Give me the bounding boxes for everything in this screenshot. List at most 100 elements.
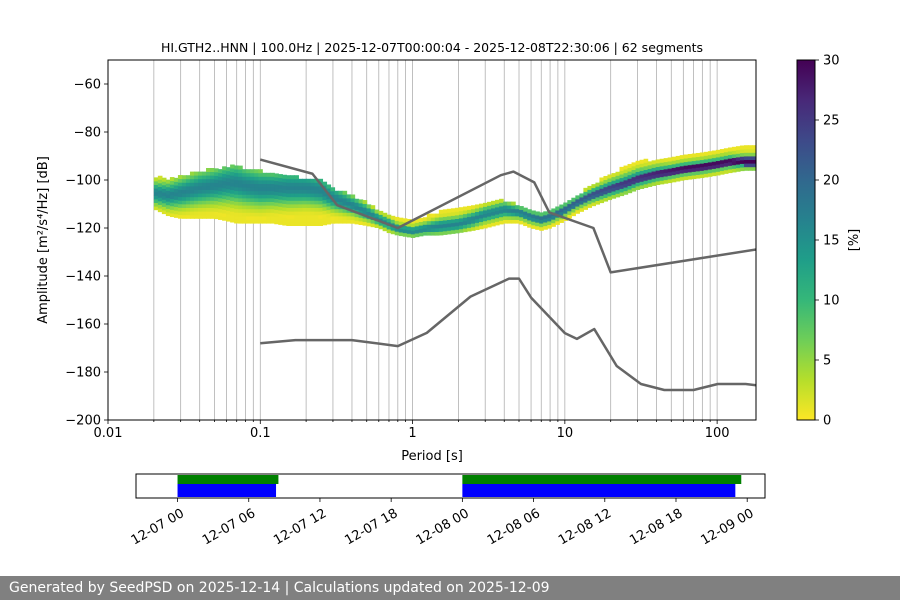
psd-cell <box>274 191 279 196</box>
psd-cell <box>330 190 336 195</box>
psd-cell <box>246 219 251 224</box>
psd-cell <box>499 213 504 218</box>
psd-cell <box>491 204 496 209</box>
psd-cell <box>739 156 745 161</box>
psd-cell <box>246 176 251 181</box>
psd-cell <box>165 186 171 191</box>
psd-cell <box>306 218 311 223</box>
psd-cell <box>274 198 279 203</box>
psd-cell <box>651 181 657 186</box>
gaps-green-segment <box>462 475 742 484</box>
psd-cell <box>246 187 251 192</box>
psd-cell <box>226 210 231 215</box>
psd-cell <box>483 213 488 218</box>
psd-cell <box>250 194 255 199</box>
psd-cell <box>274 180 279 185</box>
psd-cell <box>751 152 756 157</box>
psd-cell <box>181 207 187 212</box>
psd-cell <box>515 216 520 220</box>
psd-cell <box>181 182 187 187</box>
psd-cell <box>278 217 283 222</box>
psd-cell <box>719 159 725 164</box>
psd-cell <box>302 211 307 216</box>
psd-cell <box>290 207 295 212</box>
psd-cell <box>663 168 669 173</box>
psd-cell <box>274 220 279 225</box>
psd-cell <box>266 198 271 202</box>
psd-cell <box>679 158 685 163</box>
psd-cell <box>334 198 340 202</box>
psd-cell <box>422 228 428 232</box>
psd-cell <box>711 164 717 169</box>
psd-cell <box>575 195 580 200</box>
psd-cell <box>374 213 380 218</box>
psd-cell <box>198 193 203 198</box>
psd-cell <box>234 208 239 213</box>
psd-cell <box>306 178 311 183</box>
psd-cell <box>334 216 340 220</box>
psd-cell <box>322 181 328 186</box>
psd-cell <box>695 163 701 168</box>
psd-cell <box>739 149 745 154</box>
psd-cell <box>687 157 693 162</box>
psd-cell <box>619 166 625 171</box>
psd-cell <box>246 201 251 206</box>
psd-cell <box>157 190 163 195</box>
psd-cell <box>394 224 400 229</box>
psd-cell <box>169 191 175 196</box>
psd-cell <box>483 217 488 222</box>
psd-cell <box>234 212 239 217</box>
psd-cell <box>579 204 584 209</box>
psd-cell <box>374 223 380 228</box>
psd-cell <box>262 180 267 184</box>
psd-cell <box>559 218 564 223</box>
psd-cell <box>294 214 299 219</box>
psd-cell <box>527 223 532 228</box>
psd-cell <box>507 205 512 210</box>
psd-cell <box>169 213 175 218</box>
psd-cell <box>487 223 492 228</box>
psd-cell <box>442 223 448 228</box>
psd-cell <box>318 178 324 183</box>
psd-cell <box>430 224 436 229</box>
psd-cell <box>165 179 171 184</box>
psd-cell <box>699 163 705 168</box>
psd-cell <box>350 219 356 224</box>
psd-cell <box>663 179 669 184</box>
psd-cell <box>282 207 287 212</box>
psd-cell <box>185 175 191 180</box>
psd-cell <box>627 163 633 168</box>
psd-cell <box>390 226 396 231</box>
psd-cell <box>254 190 259 195</box>
psd-cell <box>206 175 211 180</box>
psd-cell <box>238 194 243 199</box>
psd-cell <box>218 212 223 217</box>
psd-cell <box>173 192 179 197</box>
psd-cell <box>234 194 239 199</box>
psd-cell <box>683 161 689 166</box>
psd-cell <box>202 186 207 190</box>
psd-cell <box>635 182 641 187</box>
psd-cell <box>739 163 745 168</box>
psd-cell <box>242 212 247 217</box>
psd-cell <box>298 218 303 223</box>
psd-cell <box>491 208 496 213</box>
psd-cell <box>238 212 243 217</box>
psd-cell <box>218 187 223 192</box>
psd-cell <box>671 160 677 165</box>
psd-cell <box>230 207 235 212</box>
psd-cell <box>214 175 219 180</box>
psd-cell <box>362 221 368 226</box>
psd-cell <box>523 211 528 216</box>
psd-cell <box>302 186 307 190</box>
psd-cell <box>378 218 384 223</box>
psd-cell <box>559 211 564 216</box>
psd-cell <box>177 189 183 194</box>
psd-cell <box>607 185 613 190</box>
psd-cell <box>454 211 460 216</box>
psd-cell <box>446 226 452 231</box>
psd-cell <box>258 194 263 199</box>
psd-cell <box>663 176 669 181</box>
psd-cell <box>177 193 183 198</box>
psd-cell <box>282 214 287 219</box>
